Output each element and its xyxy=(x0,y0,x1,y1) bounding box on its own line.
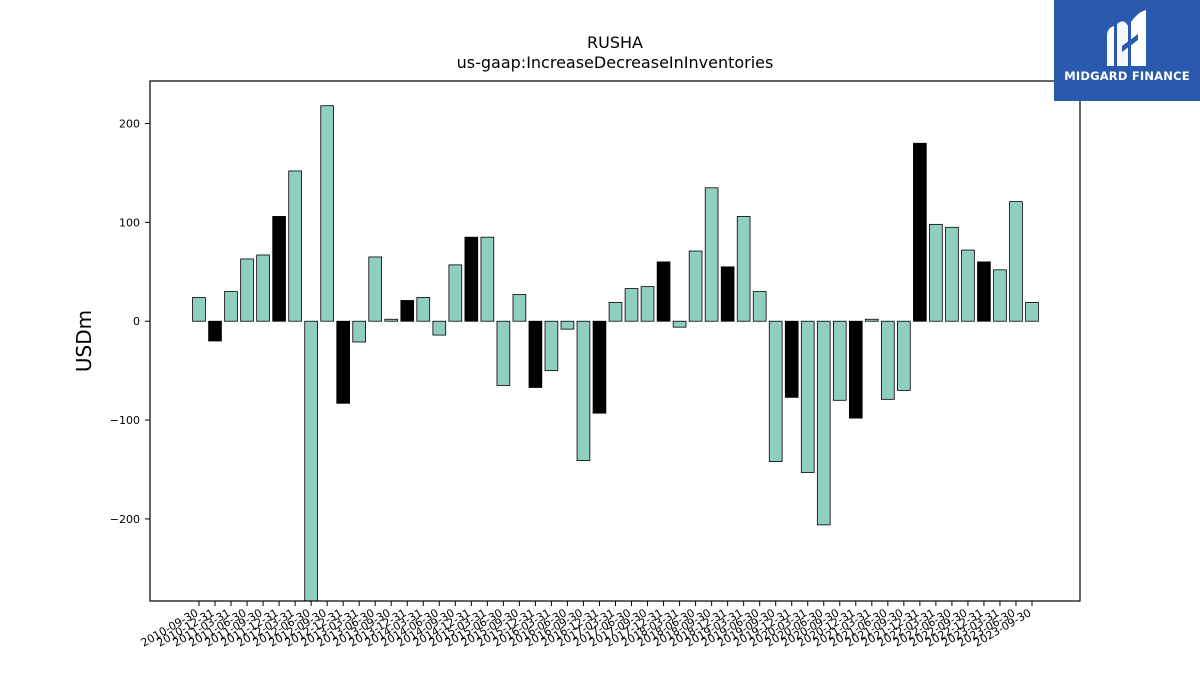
bar-2016-06-30 xyxy=(560,320,575,330)
bar-2013-09-30 xyxy=(384,318,399,322)
midgard-logo-icon xyxy=(1107,10,1146,66)
bar-2016-09-30 xyxy=(576,320,591,462)
bar-2018-06-30 xyxy=(688,250,703,322)
bar-2015-06-30 xyxy=(496,320,511,386)
bar-2016-12-31 xyxy=(592,320,607,414)
bar-2020-09-30 xyxy=(832,320,847,401)
bar-2012-12-31 xyxy=(336,320,350,404)
bars xyxy=(192,105,1039,602)
bar-2013-03-31 xyxy=(352,320,366,343)
chart-title: RUSHA xyxy=(587,33,643,52)
chart-subtitle: us-gaap:IncreaseDecreaseInInventories xyxy=(457,53,774,72)
bar-2013-12-31 xyxy=(400,300,415,322)
bar-2011-12-31 xyxy=(272,216,286,322)
bar-2019-09-30 xyxy=(768,320,783,463)
bar-2014-09-30 xyxy=(448,264,463,322)
bar-2023-06-30 xyxy=(1009,201,1023,322)
bar-2017-03-31 xyxy=(608,302,623,322)
bar-2017-06-30 xyxy=(624,288,639,322)
bar-2017-12-31 xyxy=(656,261,671,322)
bar-2015-12-31 xyxy=(528,320,543,388)
bar-2021-12-31 xyxy=(913,142,927,322)
bar-2012-09-30 xyxy=(320,105,334,322)
bar-2019-12-31 xyxy=(784,320,799,398)
bar-2014-12-31 xyxy=(464,236,479,322)
bar-2014-03-31 xyxy=(416,297,431,322)
bar-2018-03-31 xyxy=(672,320,687,328)
bar-2018-09-30 xyxy=(704,187,719,322)
bar-2020-06-30 xyxy=(816,320,831,526)
bar-2019-03-31 xyxy=(736,216,751,322)
y-tick-label: 100 xyxy=(119,216,140,229)
bar-2015-09-30 xyxy=(512,294,527,322)
bar-2022-09-30 xyxy=(961,249,975,322)
bar-2010-09-30 xyxy=(192,297,206,322)
y-axis-label: USDm xyxy=(72,310,96,372)
bar-2012-03-31 xyxy=(288,170,302,322)
x-axis: 2010-09-302010-12-312011-03-312011-06-30… xyxy=(139,601,1034,650)
bar-2010-12-31 xyxy=(208,320,222,342)
bar-2023-03-31 xyxy=(993,269,1007,322)
brand-logo: MIDGARD FINANCE xyxy=(1054,0,1200,101)
bar-2020-03-31 xyxy=(800,320,815,473)
bar-2016-03-31 xyxy=(544,320,559,372)
bar-2011-03-31 xyxy=(224,291,238,322)
y-tick-label: −200 xyxy=(110,513,140,526)
bar-2022-12-31 xyxy=(977,261,991,322)
bar-2017-09-30 xyxy=(640,286,655,322)
bar-2023-09-30 xyxy=(1025,302,1039,322)
y-axis: −200 −100 0 100 200 xyxy=(110,118,150,526)
y-tick-label: 200 xyxy=(119,118,140,131)
bar-2018-12-31 xyxy=(720,266,735,322)
bar-2015-03-31 xyxy=(480,236,495,322)
bar-2014-06-30 xyxy=(432,320,447,336)
bar-2012-06-30 xyxy=(304,320,318,602)
bar-2020-12-31 xyxy=(848,320,863,419)
bar-2022-06-30 xyxy=(945,226,959,322)
bar-2011-09-30 xyxy=(256,254,270,322)
bar-2013-06-30 xyxy=(368,256,383,322)
bar-2019-06-30 xyxy=(752,291,767,322)
bar-2021-06-30 xyxy=(881,320,895,400)
plot-frame xyxy=(149,80,1081,602)
y-tick-label: 0 xyxy=(133,315,140,328)
bar-2011-06-30 xyxy=(240,258,254,322)
bar-2022-03-31 xyxy=(929,223,943,322)
bar-2021-03-31 xyxy=(865,318,879,322)
bar-2021-09-30 xyxy=(897,320,911,391)
logo-text: MIDGARD FINANCE xyxy=(1064,69,1190,83)
y-tick-label: −100 xyxy=(110,414,140,427)
